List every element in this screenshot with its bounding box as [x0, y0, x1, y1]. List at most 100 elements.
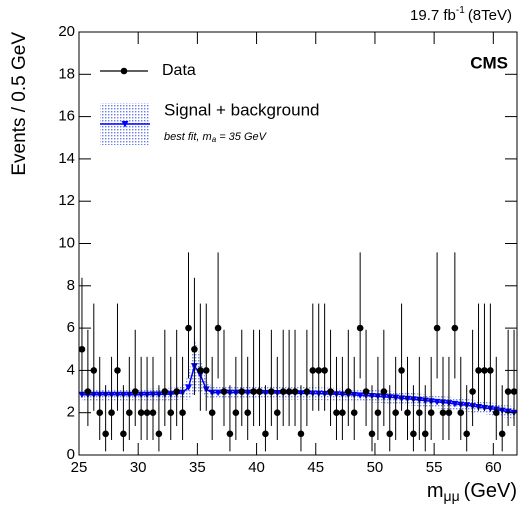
data-point [114, 367, 121, 374]
data-point [315, 367, 323, 374]
data-point [421, 430, 429, 438]
data-point [273, 409, 281, 417]
data-point [374, 409, 382, 417]
data-point [256, 388, 263, 395]
data-point [404, 409, 411, 417]
data-point [120, 430, 127, 438]
data-point [457, 409, 465, 417]
fit-marker [214, 389, 222, 397]
y-tick-label: 0 [67, 446, 75, 463]
data-point [481, 367, 488, 374]
data-point [90, 367, 98, 374]
data-point [108, 409, 115, 417]
y-axis-title: Events / 0.5 GeV [9, 32, 30, 176]
data-point [137, 409, 145, 417]
data-point [79, 345, 86, 353]
y-tick-label: 8 [67, 277, 75, 294]
y-tick-label: 6 [67, 319, 75, 336]
data-point [309, 367, 317, 374]
data-point [262, 430, 269, 438]
data-point [220, 388, 228, 395]
data-point [333, 409, 340, 417]
legend-swatch [121, 121, 129, 128]
fit-marker [356, 392, 364, 399]
data-point [167, 409, 175, 417]
data-point [327, 388, 334, 395]
data-point [433, 324, 441, 332]
data-point [475, 367, 482, 374]
data-point [96, 409, 104, 417]
data-point [173, 388, 180, 395]
data-point [126, 409, 133, 417]
data-point [380, 388, 388, 395]
data-point [185, 324, 192, 332]
data-point [345, 388, 352, 395]
data-point [398, 367, 405, 374]
experiment-label: CMS [470, 53, 508, 72]
y-tick-label: 20 [58, 23, 75, 40]
x-axis-unit: (GeV) [464, 480, 517, 502]
data-point [451, 324, 459, 332]
data-point [232, 409, 240, 417]
data-point [238, 388, 246, 395]
data-point [303, 388, 311, 395]
data-point [498, 430, 506, 438]
x-tick-label: 30 [130, 459, 147, 476]
data-point [350, 409, 358, 417]
data-point [291, 388, 299, 395]
note-text: best fit, m [164, 131, 212, 143]
data-point [161, 388, 169, 395]
note-rest: = 35 GeV [216, 131, 268, 143]
data-point [492, 409, 500, 417]
data-point [226, 430, 234, 438]
data-point [469, 388, 476, 395]
data-point [250, 388, 257, 395]
lumi: 19.7 fb [410, 7, 456, 24]
x-tick-label: 50 [367, 459, 384, 476]
legend-label: Data [162, 62, 196, 79]
y-tick-label: 2 [67, 404, 75, 421]
y-tick-label: 4 [67, 361, 75, 378]
data-point [214, 324, 222, 332]
lumi-label: 19.7 fb-1 (8TeV) [410, 5, 512, 24]
data-point [285, 388, 293, 395]
data-point [297, 430, 305, 438]
plot-frame [78, 31, 518, 456]
lumi-exponent: -1 [456, 5, 465, 16]
data-point [143, 409, 151, 417]
fit-marker [433, 398, 441, 406]
x-tick-label: 45 [307, 459, 324, 476]
fit-marker [451, 400, 459, 408]
data-point [487, 367, 494, 374]
x-tick-label: 35 [189, 459, 206, 476]
x-axis-subscript: μμ [444, 488, 460, 504]
data-point [244, 409, 251, 417]
legend-note: best fit, ma = 35 GeV [164, 131, 268, 144]
data-point [179, 409, 186, 417]
plot-area [79, 252, 518, 452]
data-point [427, 409, 435, 417]
data-point [339, 409, 346, 417]
data-point [445, 409, 453, 417]
legend-label: Signal + background [164, 100, 319, 119]
data-point [197, 367, 204, 374]
data-point [191, 345, 198, 353]
data-point [356, 324, 364, 332]
data-point [386, 430, 394, 438]
y-tick-label: 10 [58, 234, 75, 251]
legend-swatch [120, 67, 128, 75]
data-point [131, 388, 139, 395]
data-point [504, 388, 512, 395]
x-tick-label: 55 [426, 459, 443, 476]
data-point [208, 409, 216, 417]
fit-marker [185, 384, 192, 391]
x-axis-symbol: m [427, 480, 444, 502]
data-point [416, 409, 423, 417]
data-point [510, 388, 518, 395]
data-point [155, 430, 163, 438]
data-point [410, 430, 417, 438]
axes: 0 2 4 6 8 10 12 14 16 18 20 25 30 35 40 45 50 55 60 [58, 23, 518, 476]
fit-marker [79, 391, 86, 399]
data-point [463, 430, 470, 438]
